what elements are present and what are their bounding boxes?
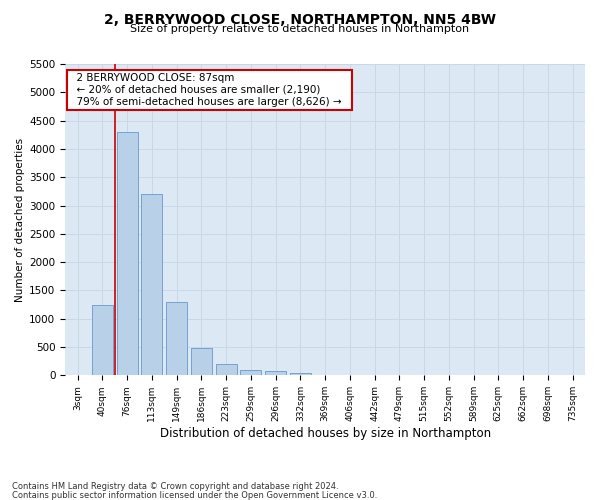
Bar: [240, 370, 262, 376]
Bar: [166, 302, 187, 376]
Text: 2 BERRYWOOD CLOSE: 87sqm  
  ← 20% of detached houses are smaller (2,190)  
  79: 2 BERRYWOOD CLOSE: 87sqm ← 20% of detach…: [70, 74, 349, 106]
Text: Size of property relative to detached houses in Northampton: Size of property relative to detached ho…: [130, 24, 470, 34]
Bar: [141, 194, 163, 376]
Bar: [191, 348, 212, 376]
Text: Contains HM Land Registry data © Crown copyright and database right 2024.: Contains HM Land Registry data © Crown c…: [12, 482, 338, 491]
Bar: [265, 371, 286, 376]
Bar: [215, 364, 236, 376]
Text: 2, BERRYWOOD CLOSE, NORTHAMPTON, NN5 4BW: 2, BERRYWOOD CLOSE, NORTHAMPTON, NN5 4BW: [104, 12, 496, 26]
Y-axis label: Number of detached properties: Number of detached properties: [15, 138, 25, 302]
Text: Contains public sector information licensed under the Open Government Licence v3: Contains public sector information licen…: [12, 490, 377, 500]
X-axis label: Distribution of detached houses by size in Northampton: Distribution of detached houses by size …: [160, 427, 491, 440]
Bar: [116, 132, 137, 376]
Bar: [92, 304, 113, 376]
Bar: [290, 372, 311, 376]
